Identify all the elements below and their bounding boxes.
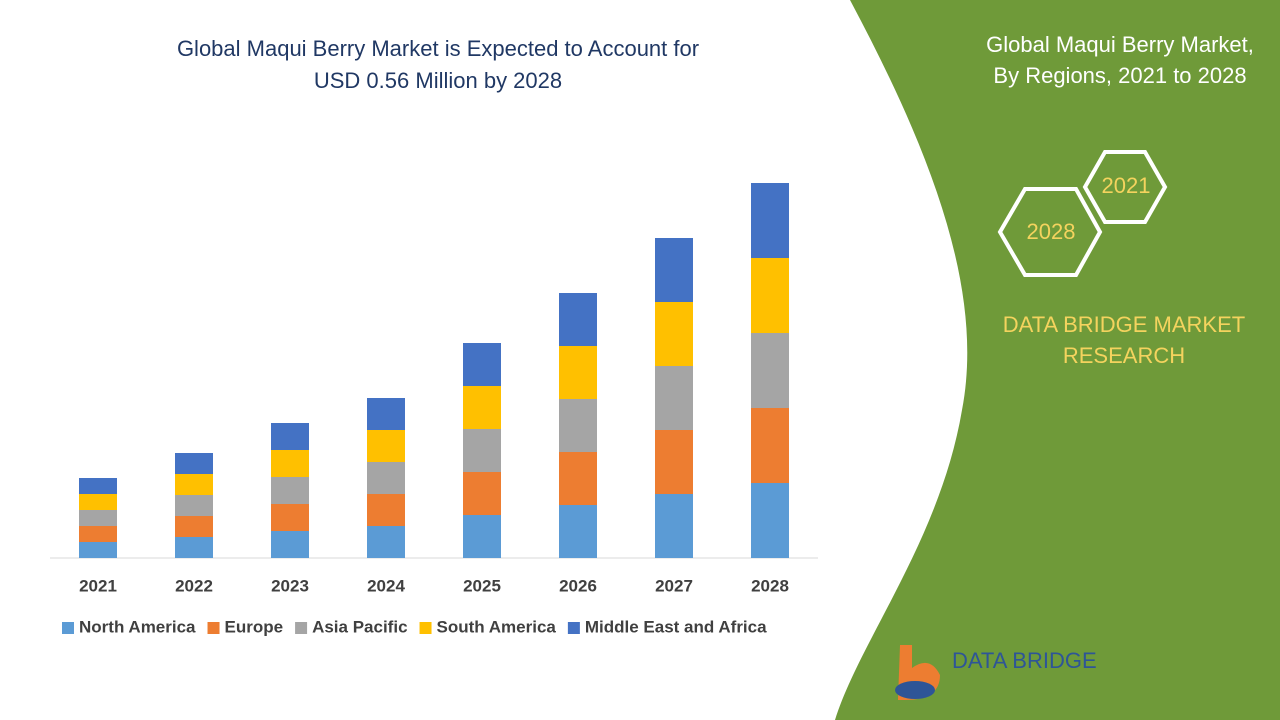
legend-swatch (567, 622, 580, 634)
bar-segment (271, 504, 309, 531)
bar-segment (751, 333, 789, 408)
sidebar-title: By Regions, 2021 to 2028 (993, 63, 1246, 88)
bar-segment (271, 450, 309, 477)
x-tick-label: 2024 (367, 576, 405, 595)
bar-segment (751, 483, 789, 558)
bar-segment (79, 510, 117, 526)
chart-title: USD 0.56 Million by 2028 (314, 68, 562, 93)
legend-label: Asia Pacific (312, 617, 407, 636)
bar-segment (559, 452, 597, 505)
bar-segment (559, 293, 597, 346)
x-tick-label: 2022 (175, 576, 213, 595)
bar-segment (271, 531, 309, 558)
bar-segment (463, 343, 501, 386)
bar-segment (463, 515, 501, 558)
bar-segment (463, 429, 501, 472)
bar-segment (175, 495, 213, 516)
bar-segment (79, 478, 117, 494)
bar-segment (79, 526, 117, 542)
legend-label: Europe (225, 617, 284, 636)
bar-segment (175, 516, 213, 537)
bar-segment (655, 238, 693, 302)
bar-segment (751, 408, 789, 483)
bar-segment (79, 494, 117, 510)
bar-segment (463, 472, 501, 515)
bar-segment (367, 430, 405, 462)
hexagon-label: 2021 (1102, 173, 1151, 198)
bar-segment (559, 346, 597, 399)
bar-segment (271, 477, 309, 504)
sidebar-title: Global Maqui Berry Market, (986, 32, 1254, 57)
x-tick-label: 2028 (751, 576, 789, 595)
x-tick-label: 2027 (655, 576, 693, 595)
legend-label: South America (437, 617, 557, 636)
bar-segment (367, 398, 405, 430)
logo-text: DATA BRIDGE (952, 648, 1097, 673)
chart-title: Global Maqui Berry Market is Expected to… (177, 36, 699, 61)
hexagon (997, 187, 1103, 277)
bar-segment (79, 542, 117, 558)
bar-segment (559, 505, 597, 558)
bar-segment (271, 423, 309, 450)
x-tick-label: 2021 (79, 576, 117, 595)
legend-label: Middle East and Africa (585, 617, 767, 636)
x-tick-label: 2026 (559, 576, 597, 595)
legend-swatch (419, 622, 432, 634)
brand-text: RESEARCH (1063, 343, 1185, 368)
bar-segment (751, 183, 789, 258)
legend-swatch (62, 622, 74, 634)
bar-segment (655, 430, 693, 494)
green-panel (835, 0, 1280, 720)
legend-swatch (295, 622, 308, 634)
legend-label: North America (79, 617, 196, 636)
hexagon-label: 2028 (1027, 219, 1076, 244)
logo: DATA BRIDGE (895, 645, 1097, 700)
bar-segment (655, 366, 693, 430)
brand-text: DATA BRIDGE MARKET (1003, 312, 1245, 337)
bar-segment (175, 453, 213, 474)
bar-segment (367, 526, 405, 558)
x-tick-label: 2023 (271, 576, 309, 595)
bar-segment (175, 537, 213, 558)
bar-segment (655, 302, 693, 366)
bar-segment (463, 386, 501, 429)
bar-segment (175, 474, 213, 495)
x-tick-label: 2025 (463, 576, 501, 595)
bar-segment (367, 494, 405, 526)
bar-segment (559, 399, 597, 452)
bar-segment (367, 462, 405, 494)
bar-segment (655, 494, 693, 558)
legend-swatch (207, 622, 220, 634)
bar-segment (751, 258, 789, 333)
hexagon (1082, 150, 1168, 224)
logo-mark (895, 681, 935, 699)
